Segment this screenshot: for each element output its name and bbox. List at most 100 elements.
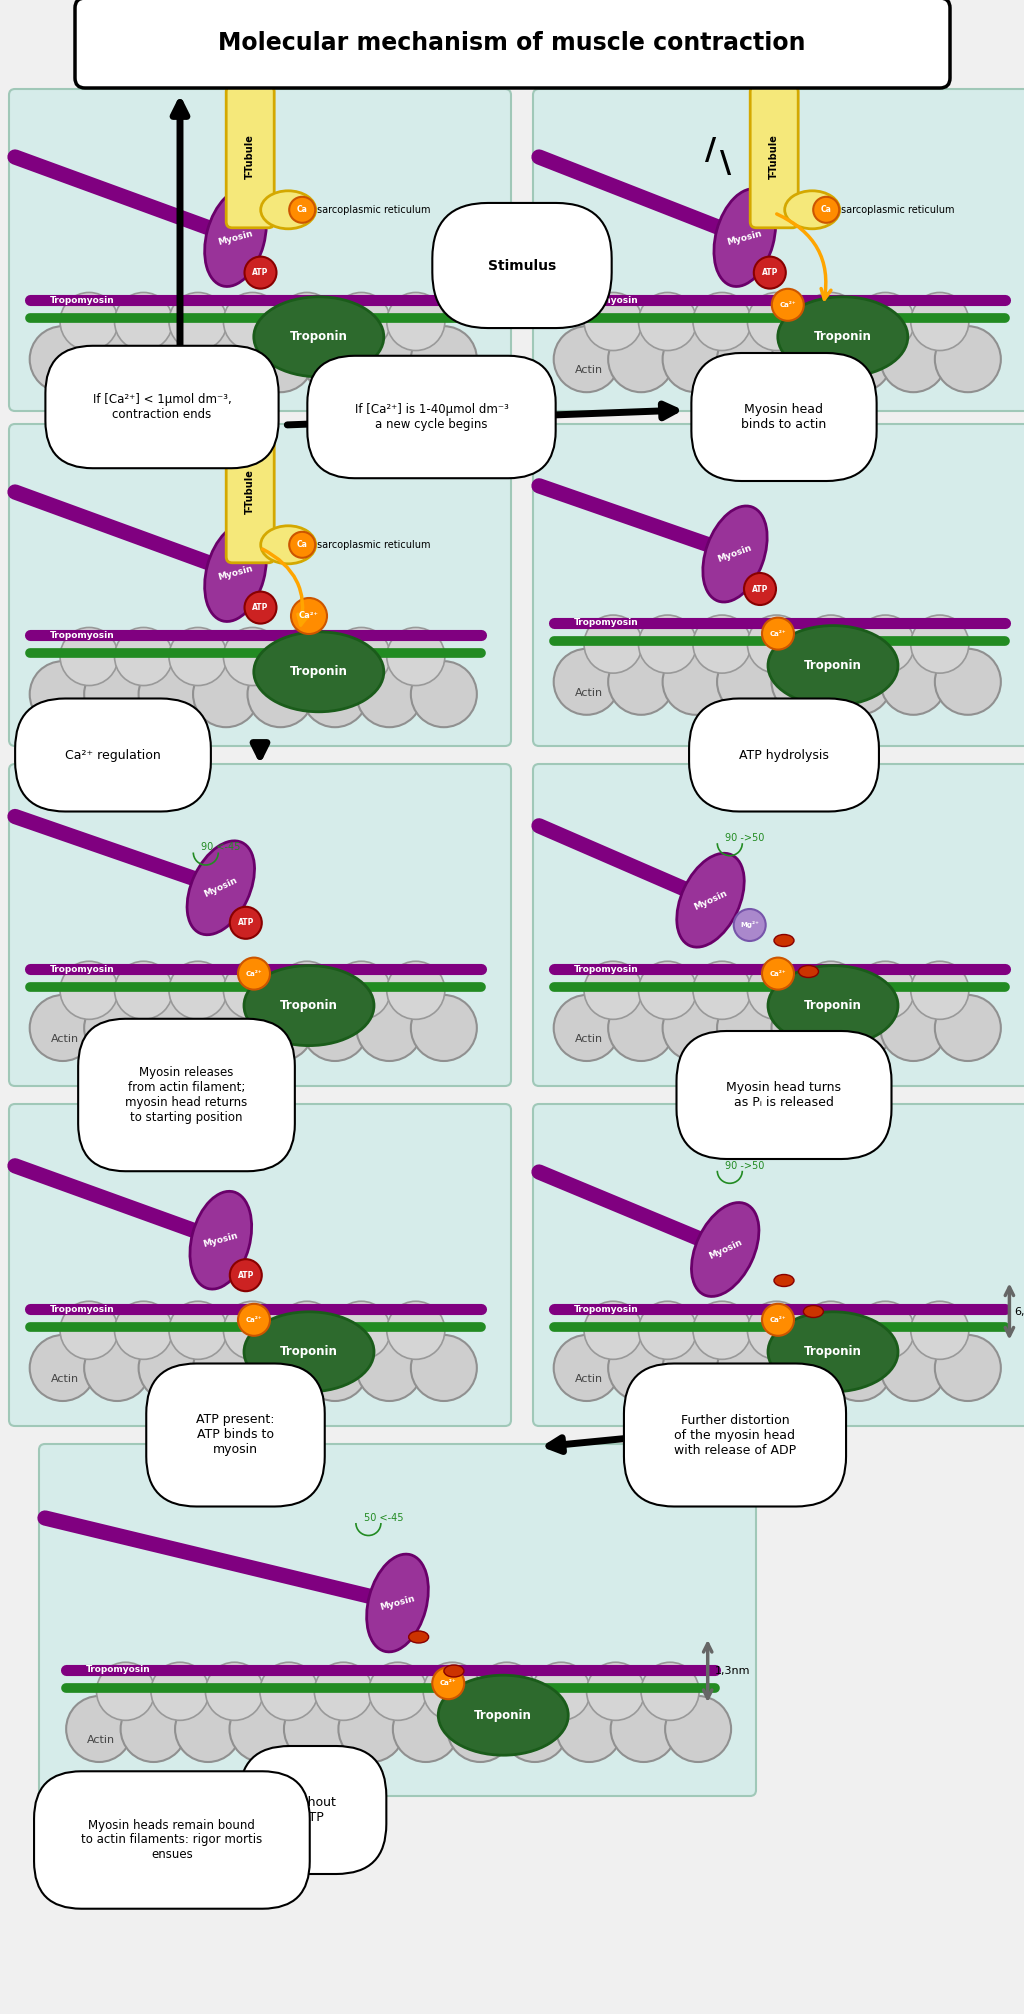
Circle shape: [284, 1696, 350, 1762]
Circle shape: [229, 1259, 262, 1291]
Circle shape: [772, 288, 804, 320]
FancyBboxPatch shape: [226, 87, 274, 228]
Text: Tropomyosin: Tropomyosin: [573, 1305, 638, 1313]
Circle shape: [387, 292, 444, 350]
Circle shape: [238, 957, 270, 989]
Ellipse shape: [205, 189, 266, 286]
Ellipse shape: [691, 1202, 759, 1297]
FancyBboxPatch shape: [75, 0, 950, 89]
Text: Myosin: Myosin: [379, 1593, 416, 1611]
FancyBboxPatch shape: [9, 425, 511, 745]
Circle shape: [248, 661, 313, 727]
Circle shape: [554, 995, 620, 1061]
Text: ATP present:
ATP binds to
myosin: ATP present: ATP binds to myosin: [197, 1414, 274, 1456]
Text: Ca²⁺: Ca²⁺: [246, 971, 262, 977]
Circle shape: [206, 1662, 263, 1720]
Circle shape: [762, 1303, 794, 1335]
Text: Troponin: Troponin: [290, 665, 348, 679]
Circle shape: [587, 1662, 645, 1720]
Circle shape: [278, 628, 336, 685]
Circle shape: [138, 661, 205, 727]
Text: Myosin: Myosin: [217, 564, 254, 582]
FancyBboxPatch shape: [534, 89, 1024, 411]
Circle shape: [935, 1335, 1000, 1402]
Circle shape: [194, 326, 259, 393]
Circle shape: [333, 292, 390, 350]
Text: ATP: ATP: [762, 268, 778, 278]
Circle shape: [245, 256, 276, 288]
Circle shape: [639, 961, 696, 1019]
Text: Troponin: Troponin: [290, 330, 348, 342]
Text: Myosin: Myosin: [707, 1239, 743, 1261]
Circle shape: [356, 995, 423, 1061]
Circle shape: [584, 614, 642, 673]
Circle shape: [223, 961, 282, 1019]
Circle shape: [826, 649, 892, 715]
Ellipse shape: [702, 506, 767, 602]
Text: Actin: Actin: [574, 365, 603, 375]
Text: 6,7nm: 6,7nm: [1015, 1307, 1024, 1317]
Circle shape: [432, 1668, 464, 1700]
Text: If [Ca²⁺] is 1-40μmol dm⁻³
a new cycle begins: If [Ca²⁺] is 1-40μmol dm⁻³ a new cycle b…: [354, 403, 509, 431]
Circle shape: [826, 995, 892, 1061]
Circle shape: [754, 256, 785, 288]
Circle shape: [608, 649, 674, 715]
Circle shape: [554, 326, 620, 393]
Ellipse shape: [768, 1311, 898, 1392]
Circle shape: [387, 628, 444, 685]
Circle shape: [194, 1335, 259, 1402]
Text: Actin: Actin: [50, 1374, 79, 1384]
Circle shape: [584, 292, 642, 350]
FancyBboxPatch shape: [534, 425, 1024, 745]
Circle shape: [502, 1696, 567, 1762]
Circle shape: [748, 961, 806, 1019]
Circle shape: [762, 618, 794, 651]
Text: Ca: Ca: [821, 205, 831, 213]
Text: /: /: [705, 137, 716, 165]
FancyBboxPatch shape: [9, 1104, 511, 1426]
Circle shape: [639, 614, 696, 673]
Circle shape: [115, 961, 173, 1019]
Text: Troponin: Troponin: [804, 1345, 862, 1357]
Circle shape: [302, 1335, 368, 1402]
Circle shape: [151, 1662, 209, 1720]
Circle shape: [229, 906, 262, 939]
Circle shape: [356, 326, 423, 393]
Circle shape: [84, 326, 151, 393]
Circle shape: [610, 1696, 677, 1762]
Circle shape: [60, 628, 118, 685]
Circle shape: [223, 628, 282, 685]
Circle shape: [802, 614, 860, 673]
Circle shape: [411, 661, 477, 727]
Circle shape: [84, 995, 151, 1061]
Text: Ca²⁺: Ca²⁺: [299, 612, 318, 620]
Circle shape: [608, 995, 674, 1061]
Ellipse shape: [409, 1631, 429, 1643]
Circle shape: [138, 995, 205, 1061]
Circle shape: [910, 1301, 969, 1359]
Text: 90 ->50: 90 ->50: [725, 834, 765, 844]
Circle shape: [856, 292, 914, 350]
Ellipse shape: [774, 934, 794, 947]
Circle shape: [881, 649, 946, 715]
Circle shape: [717, 649, 783, 715]
Circle shape: [856, 1301, 914, 1359]
Circle shape: [881, 1335, 946, 1402]
Text: Actin: Actin: [50, 365, 79, 375]
Circle shape: [910, 614, 969, 673]
Text: T-Tubule: T-Tubule: [769, 135, 779, 179]
Circle shape: [248, 995, 313, 1061]
Text: Tropomyosin: Tropomyosin: [573, 965, 638, 973]
Circle shape: [369, 1662, 427, 1720]
Circle shape: [291, 598, 327, 634]
Circle shape: [333, 628, 390, 685]
Circle shape: [856, 961, 914, 1019]
Text: Tropomyosin: Tropomyosin: [50, 296, 115, 304]
Text: ATP: ATP: [238, 1271, 254, 1279]
Circle shape: [802, 292, 860, 350]
Ellipse shape: [774, 1275, 794, 1287]
FancyBboxPatch shape: [534, 763, 1024, 1086]
Text: Stimulus: Stimulus: [487, 258, 556, 272]
Ellipse shape: [714, 189, 775, 286]
Ellipse shape: [187, 842, 255, 934]
